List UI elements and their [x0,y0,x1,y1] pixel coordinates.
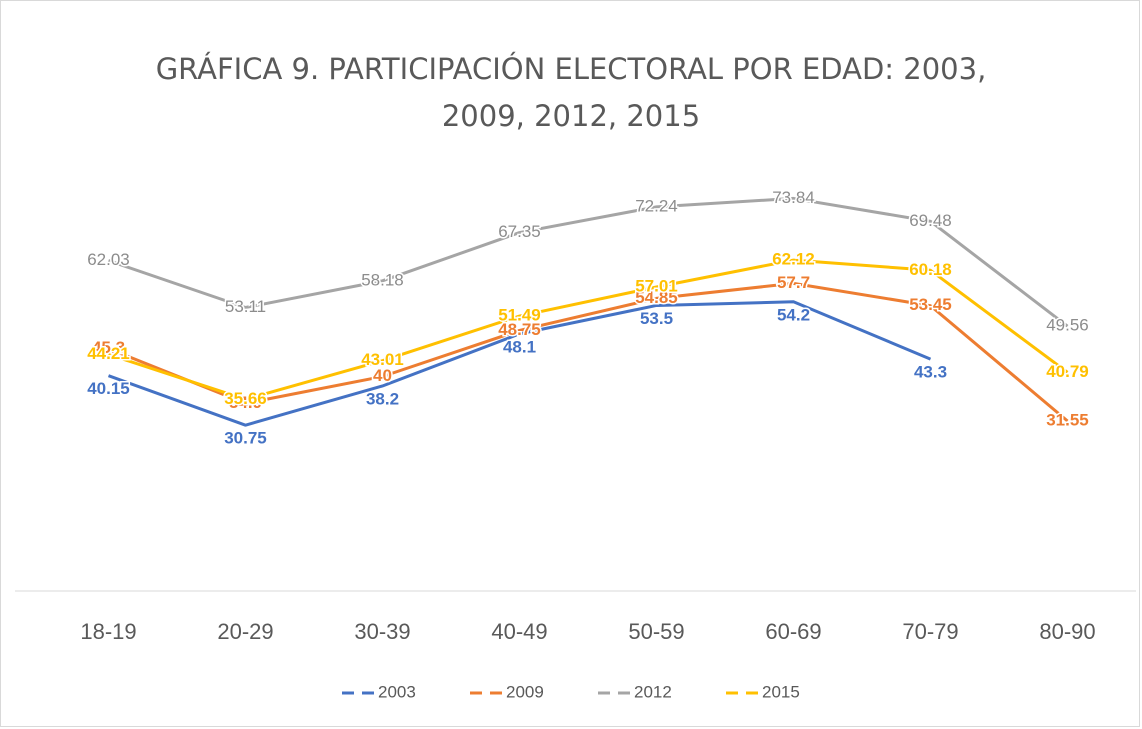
legend-label: 2009 [506,682,544,701]
data-label: 43.3 [914,363,947,382]
series-line [107,300,932,427]
data-label: 73.84 [772,188,815,207]
data-label: 35.66 [224,389,267,408]
series-line [107,281,1069,423]
data-label: 48.1 [503,337,536,356]
data-label: 57.7 [777,273,810,292]
data-label: 45.3 [92,338,125,357]
data-label: 38.2 [366,389,399,408]
data-label: 67.35 [498,222,541,241]
legend-label: 2012 [634,682,672,701]
data-label: 62.03 [87,250,130,269]
data-label: 54.2 [777,305,810,324]
data-label: 40 [373,366,392,385]
data-label: 72.24 [635,196,678,215]
data-label: 53.45 [909,295,952,314]
data-label: 43.01 [361,350,404,369]
data-label: 34.9 [229,393,262,412]
data-label: 31.55 [1046,410,1089,429]
x-tick-label: 60-69 [765,619,821,644]
series-line [108,196,1069,328]
chart-title: GRÁFICA 9. PARTICIPACIÓN ELECTORAL POR E… [155,52,987,133]
x-tick-label: 80-90 [1039,619,1095,644]
data-label: 49.56 [1046,316,1089,335]
x-tick-label: 50-59 [628,619,684,644]
data-label: 40.79 [1046,362,1089,381]
series-line [108,258,1069,401]
data-label: 58.18 [361,270,404,289]
x-tick-label: 20-29 [217,619,273,644]
data-label: 60.18 [909,260,952,279]
data-label: 54.85 [635,288,678,307]
x-tick-label: 18-19 [80,619,136,644]
data-label: 51.49 [498,306,541,325]
x-tick-label: 40-49 [491,619,547,644]
data-label: 48.75 [498,320,541,339]
data-label: 69.48 [909,211,952,230]
data-label: 57.01 [635,276,678,295]
x-tick-label: 70-79 [902,619,958,644]
data-label: 40.15 [87,379,130,398]
data-label: 62.12 [772,250,815,269]
data-label: 30.75 [224,429,267,448]
data-label: 44.21 [87,344,130,363]
legend-label: 2003 [378,682,416,701]
data-label: 53.5 [640,309,673,328]
legend-label: 2015 [762,682,800,701]
x-tick-label: 30-39 [354,619,410,644]
data-label: 53.11 [225,297,266,316]
